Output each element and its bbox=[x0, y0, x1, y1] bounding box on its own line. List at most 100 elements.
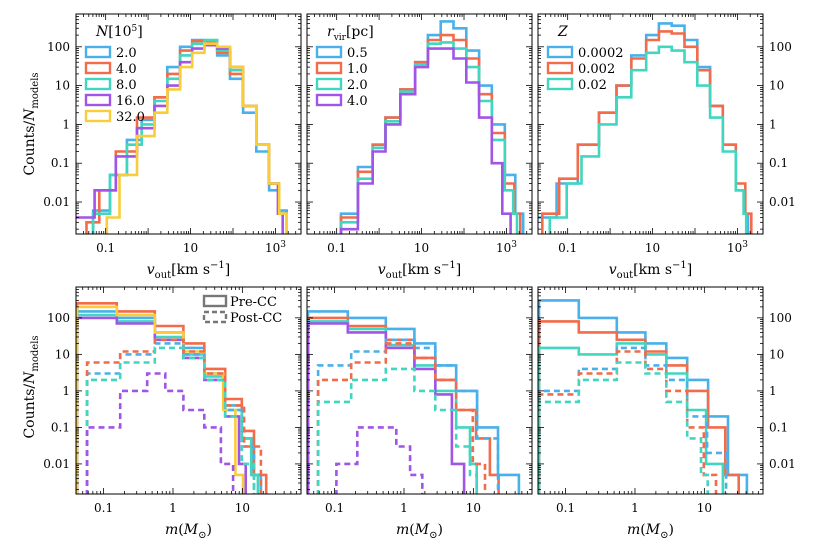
series-line-0-02 bbox=[548, 45, 748, 234]
series-line-post-cc-4-0 bbox=[335, 426, 424, 494]
legend-entry: 0.5 bbox=[347, 46, 368, 61]
series-line-post-cc-0-02 bbox=[538, 361, 709, 494]
legend-entry: 16.0 bbox=[116, 94, 145, 109]
x-tick-label: 0.1 bbox=[96, 241, 115, 255]
x-tick-label: 10 bbox=[697, 501, 712, 515]
legend-swatch bbox=[315, 45, 343, 59]
y-tick-label-right: 0.01 bbox=[769, 195, 796, 209]
y-tick-label-right: 0.1 bbox=[769, 156, 788, 170]
series-group bbox=[339, 20, 525, 234]
x-tick-label: 10 bbox=[466, 501, 481, 515]
x-tick-label: 0.1 bbox=[94, 501, 113, 515]
panel-bottom-right: 0.1 1 10 0.01 0.1 1 10 100 m(M⊙) bbox=[537, 286, 796, 541]
x-axis-label: vout[km s−1] bbox=[378, 260, 461, 281]
legend-entry: 4.0 bbox=[116, 62, 137, 77]
x-tick-label: 0.1 bbox=[325, 501, 344, 515]
series-line-1-0 bbox=[339, 33, 522, 234]
panel-bottom-middle: 0.1 1 10 m(M⊙) bbox=[306, 286, 533, 541]
series-group bbox=[76, 38, 288, 234]
series-line-32-0 bbox=[105, 42, 288, 234]
series-line-post-cc-0-5 bbox=[316, 338, 500, 494]
series-line-4-0 bbox=[339, 47, 512, 234]
panel-top-left: 0.1 10 103 0.01 0.1 1 10 100 vout[km s−1] N[105] 2… bbox=[43, 13, 302, 281]
x-axis-label: m(M⊙) bbox=[627, 522, 674, 541]
legend-entry: 0.0002 bbox=[578, 46, 624, 61]
x-tick-label: 1 bbox=[631, 501, 639, 515]
series-line-pre-cc-32-0 bbox=[76, 305, 245, 494]
legend-swatch bbox=[546, 77, 574, 91]
legend-entry: Post-CC bbox=[230, 311, 282, 326]
x-axis-label: m(M⊙) bbox=[165, 522, 212, 541]
x-tick-label: 103 bbox=[496, 240, 517, 255]
legend-title: rvir[pc] bbox=[327, 24, 374, 43]
legend-entry: Pre-CC bbox=[230, 295, 277, 310]
y-tick-label: 0.01 bbox=[43, 457, 70, 471]
series-group bbox=[538, 299, 749, 494]
series-line-post-cc-1-0 bbox=[316, 342, 487, 494]
legend-swatch bbox=[202, 310, 228, 324]
series-line-post-cc-4-0 bbox=[85, 338, 263, 494]
legend-swatch bbox=[84, 93, 112, 107]
legend-swatch bbox=[202, 294, 228, 308]
legend-title: N[105] bbox=[95, 24, 143, 40]
y-tick-label-right: 100 bbox=[769, 311, 792, 325]
x-tick-label: 0.1 bbox=[327, 241, 346, 255]
y-tick-label-right: 1 bbox=[769, 117, 777, 131]
series-line-0-002 bbox=[541, 30, 753, 234]
x-tick-label: 10 bbox=[414, 241, 429, 255]
series-line-pre-cc-0-02 bbox=[538, 342, 725, 494]
y-tick-label-right: 100 bbox=[769, 40, 792, 54]
series-group bbox=[307, 310, 521, 494]
legend-swatch bbox=[84, 77, 112, 91]
legend-entry: 1.0 bbox=[347, 62, 368, 77]
legend-title: Z bbox=[557, 24, 568, 40]
y-tick-label-right: 10 bbox=[769, 79, 784, 93]
series-line-pre-cc-0-0002 bbox=[538, 299, 749, 494]
y-tick-label: 0.01 bbox=[43, 195, 70, 209]
x-tick-label: 1 bbox=[400, 501, 408, 515]
y-tick-label: 10 bbox=[55, 79, 70, 93]
legend: N[105] 2.04.08.016.032.0 bbox=[84, 24, 145, 125]
series-line-0-5 bbox=[339, 20, 525, 234]
y-tick-label: 100 bbox=[47, 40, 70, 54]
y-axis-label-bottom: Counts/Nmodels bbox=[22, 335, 41, 438]
legend-entry: 4.0 bbox=[347, 94, 368, 109]
legend-entry: 32.0 bbox=[116, 110, 145, 125]
legend-swatch bbox=[84, 45, 112, 59]
series-line-post-cc-2-0 bbox=[316, 367, 478, 494]
y-tick-label: 1 bbox=[62, 117, 70, 131]
series-line-post-cc-0-002 bbox=[538, 350, 718, 494]
x-tick-label: 0.1 bbox=[556, 501, 575, 515]
legend-entry: 0.002 bbox=[578, 62, 615, 77]
legend-entry: 2.0 bbox=[116, 46, 137, 61]
y-tick-label-right: 10 bbox=[769, 347, 784, 361]
y-tick-label-right: 0.1 bbox=[769, 420, 788, 434]
x-tick-label: 1 bbox=[169, 501, 177, 515]
y-axis-label-top: Counts/Nmodels bbox=[22, 72, 41, 175]
x-tick-label: 103 bbox=[727, 240, 748, 255]
legend-entry: 8.0 bbox=[116, 78, 137, 93]
x-tick-label: 10 bbox=[235, 501, 250, 515]
x-axis-label: vout[km s−1] bbox=[147, 260, 230, 281]
series-line-post-cc-0-0002 bbox=[538, 346, 728, 494]
x-tick-label: 103 bbox=[265, 240, 286, 255]
legend-swatch bbox=[84, 109, 112, 123]
series-line-pre-cc-16-0 bbox=[76, 316, 247, 494]
panel-top-right: 0.1 10 103 0.01 0.1 1 10 100 vout[km s−1] Z 0.0002… bbox=[537, 13, 796, 281]
y-tick-label: 100 bbox=[47, 311, 70, 325]
x-axis-label: m(M⊙) bbox=[396, 522, 443, 541]
x-tick-label: 10 bbox=[183, 241, 198, 255]
y-tick-label: 0.1 bbox=[51, 156, 70, 170]
legend-swatch bbox=[546, 45, 574, 59]
legend-swatch bbox=[84, 61, 112, 75]
legend-swatch bbox=[315, 93, 343, 107]
series-group bbox=[76, 302, 268, 494]
y-tick-label: 1 bbox=[62, 384, 70, 398]
series-line-post-cc-2-0 bbox=[85, 342, 256, 494]
legend-entry: 0.02 bbox=[578, 78, 607, 93]
legend-swatch bbox=[546, 61, 574, 75]
